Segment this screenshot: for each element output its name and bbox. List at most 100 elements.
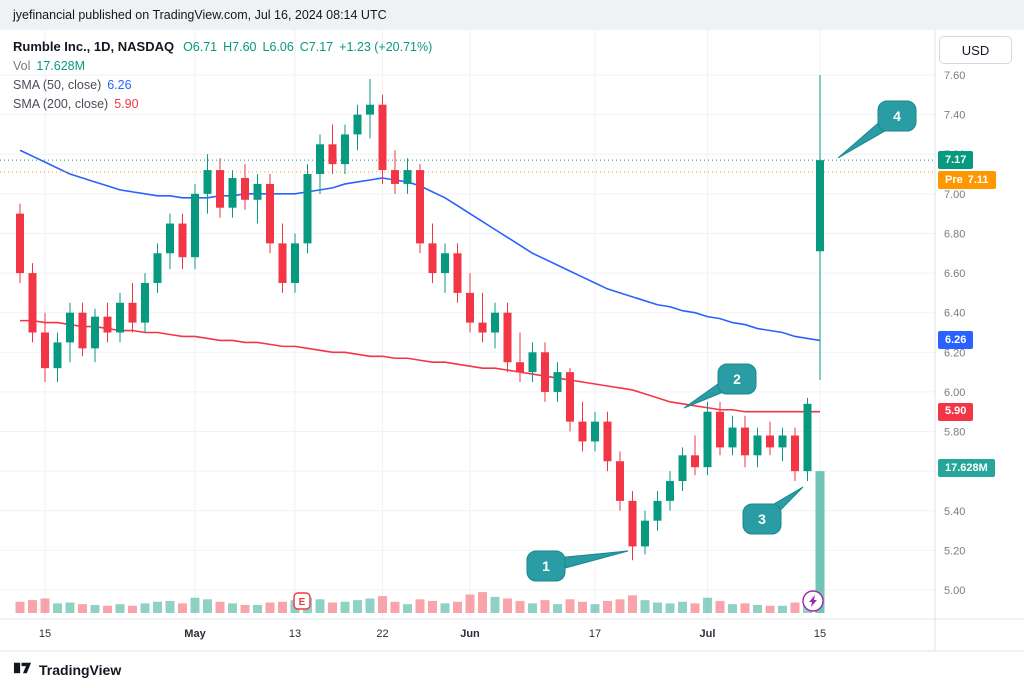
ohlc-close: C7.17 (299, 40, 334, 54)
volume-bar (465, 594, 475, 613)
volume-bar (265, 602, 275, 613)
candle (116, 292, 124, 343)
time-axis-label[interactable]: May (184, 628, 206, 640)
time-axis-label[interactable]: 22 (376, 628, 388, 640)
price-tick-label[interactable]: 5.00 (944, 585, 965, 597)
candle (428, 223, 437, 283)
volume-bar (565, 599, 575, 613)
volume-bar (278, 601, 287, 613)
volume-bar (328, 602, 337, 613)
candle (578, 401, 587, 452)
time-axis-label[interactable]: 15 (814, 628, 826, 640)
candle (353, 104, 362, 151)
candle (403, 158, 412, 194)
price-tick-label[interactable]: 5.20 (944, 545, 965, 557)
candle (553, 362, 562, 402)
volume-label: Vol (13, 59, 31, 73)
volume-bar (415, 599, 425, 613)
ohlc-high: H7.60 (223, 40, 257, 54)
candle (178, 213, 187, 270)
price-tick-label[interactable]: 6.40 (944, 308, 965, 320)
price-tick-label[interactable]: 5.60 (944, 466, 965, 478)
candle (266, 174, 274, 254)
volume-bar (65, 602, 75, 613)
candle (703, 401, 712, 476)
sma50-label: SMA (50, close) (13, 78, 102, 92)
candle (491, 302, 499, 349)
volume-bar (690, 603, 700, 613)
candle (253, 174, 262, 224)
ohlc-change: +1.23 (+20.71%) (339, 40, 433, 54)
price-tick-label[interactable]: 7.00 (944, 189, 965, 201)
price-tick-label[interactable]: 5.80 (944, 427, 965, 439)
candle (316, 134, 324, 194)
candle (628, 490, 637, 561)
candle (616, 451, 624, 511)
candle (328, 124, 337, 175)
volume-bar (678, 601, 687, 613)
candle (241, 164, 249, 210)
volume-bar (490, 596, 500, 613)
candle (766, 421, 774, 456)
candle (416, 164, 424, 254)
volume-bar (590, 604, 600, 613)
earnings-icon[interactable]: E (293, 592, 311, 610)
legend-symbol-row[interactable]: Rumble Inc., 1D, NASDAQ O6.71 H7.60 L6.0… (13, 37, 432, 57)
candle (503, 302, 512, 373)
volume-bar (228, 603, 237, 613)
candle (391, 150, 399, 194)
candle (28, 263, 37, 343)
volume-bar (378, 596, 387, 613)
price-tick-label[interactable]: 7.40 (944, 110, 965, 122)
volume-bar (615, 599, 625, 613)
candle (128, 282, 137, 333)
volume-bar (428, 600, 437, 613)
price-tick-label[interactable]: 7.20 (944, 149, 965, 161)
time-axis-label[interactable]: 15 (39, 628, 51, 640)
volume-bar (28, 600, 37, 613)
sma200-label: SMA (200, close) (13, 97, 109, 111)
volume-bar (203, 599, 212, 613)
volume-bar (15, 601, 25, 613)
candle (541, 342, 549, 402)
svg-text:3: 3 (758, 511, 766, 527)
time-axis-label[interactable]: Jun (460, 628, 480, 640)
legend-sma50-row[interactable]: SMA (50, close) 6.26 (13, 76, 432, 95)
candle (816, 75, 824, 381)
candle (191, 183, 199, 270)
volume-bar (215, 601, 225, 613)
price-tick-label[interactable]: 6.80 (944, 228, 965, 240)
volume-bar (53, 603, 62, 613)
volume-value: 17.628M (36, 59, 86, 73)
candle (103, 302, 112, 343)
svg-text:4: 4 (893, 108, 901, 124)
volume-bar (578, 601, 587, 613)
callout-3: 3 (742, 486, 804, 535)
time-axis-label[interactable]: Jul (700, 628, 716, 640)
callout-1: 1 (526, 550, 629, 582)
volume-bar (628, 595, 637, 613)
candle (641, 510, 649, 555)
volume-bar (453, 601, 462, 613)
candle (753, 427, 762, 468)
time-axis-label[interactable]: 17 (589, 628, 601, 640)
callout-2: 2 (683, 363, 757, 409)
candle (603, 411, 612, 472)
callout-4: 4 (837, 100, 917, 159)
price-tick-label[interactable]: 6.20 (944, 347, 965, 359)
price-tick-label[interactable]: 7.60 (944, 70, 965, 82)
legend-sma200-row[interactable]: SMA (200, close) 5.90 (13, 95, 432, 114)
price-tick-label[interactable]: 6.60 (944, 268, 965, 280)
candle (166, 213, 174, 270)
price-tick-label[interactable]: 5.40 (944, 506, 965, 518)
time-axis-label[interactable]: 13 (289, 628, 301, 640)
tradingview-logo-icon[interactable] (13, 658, 32, 682)
candle (741, 415, 749, 468)
tradingview-brand[interactable]: TradingView (39, 662, 122, 678)
volume-bar (178, 603, 187, 613)
price-tick-label[interactable]: 6.00 (944, 387, 965, 399)
legend-volume-row[interactable]: Vol 17.628M (13, 57, 432, 76)
currency-button[interactable]: USD (939, 36, 1012, 64)
lightning-icon[interactable] (802, 590, 824, 612)
